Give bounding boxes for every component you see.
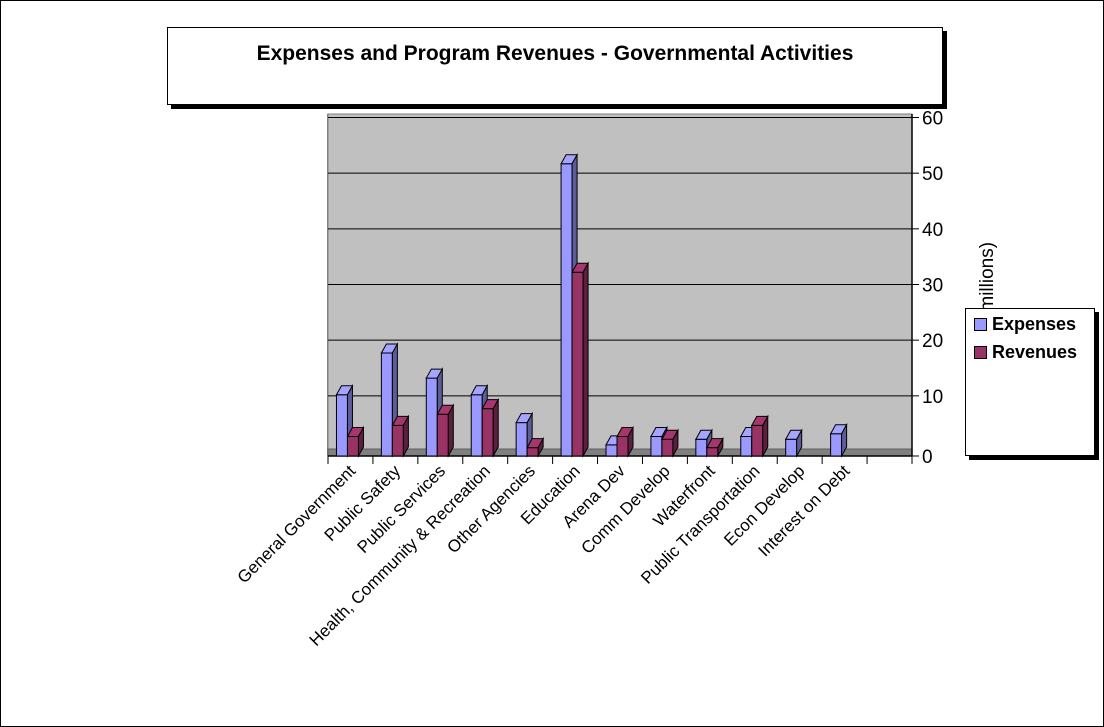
bar-expenses-front [695, 438, 708, 457]
legend: Expenses Revenues [965, 308, 1095, 456]
y-tick-label: 30 [922, 276, 943, 297]
plot-side-wall [327, 114, 328, 456]
chart-title-box: Expenses and Program Revenues - Governme… [167, 27, 943, 105]
y-tick-label: 10 [922, 387, 943, 408]
y-tick-label: 60 [922, 109, 943, 130]
bar-revenues-front [706, 447, 719, 457]
bar-expenses-front [425, 377, 438, 457]
bar-expenses-side [841, 422, 848, 458]
bar-expenses-side [796, 428, 803, 458]
bar-revenues-front [481, 408, 494, 457]
bar-revenues-side [717, 436, 724, 458]
bar-revenues-side [762, 414, 769, 458]
legend-swatch-revenues [974, 346, 987, 359]
bar-expenses-front [740, 436, 753, 457]
legend-label-revenues: Revenues [992, 342, 1078, 362]
bar-revenues-front [751, 424, 764, 457]
bar-expenses-front [560, 163, 573, 457]
legend-swatch-expenses [974, 318, 987, 331]
bar-revenues-front [661, 438, 674, 457]
bar-revenues-side [672, 428, 679, 458]
legend-label-expenses: Expenses [992, 314, 1077, 334]
bar-expenses-front [830, 433, 843, 457]
bar-revenues-side [402, 414, 409, 458]
bar-expenses-front [515, 422, 528, 457]
bar-expenses-front [605, 444, 618, 457]
bar-revenues-side [627, 425, 634, 458]
bar-revenues-side [582, 261, 589, 458]
bar-revenues-side [447, 403, 454, 458]
bar-revenues-front [391, 424, 404, 457]
bar-expenses-front [380, 352, 393, 457]
bar-expenses-front [650, 436, 663, 457]
bar-expenses-front [785, 438, 798, 457]
y-tick-label: 0 [922, 447, 933, 468]
bar-revenues-front [526, 447, 539, 457]
y-tick-label: 40 [922, 220, 943, 241]
bar-expenses-front [335, 394, 348, 457]
bar-revenues-front [346, 436, 359, 457]
bar-revenues-side [492, 397, 499, 458]
bar-revenues-front [571, 271, 584, 457]
y-tick-label: 20 [922, 331, 943, 352]
bar-expenses-front [470, 394, 483, 457]
bar-revenues-side [357, 425, 364, 458]
chart-title: Expenses and Program Revenues - Governme… [256, 42, 854, 65]
bar-revenues-front [436, 413, 449, 457]
y-tick-label: 50 [922, 164, 943, 185]
bar-revenues-side [537, 436, 544, 458]
bar-revenues-front [616, 436, 629, 457]
